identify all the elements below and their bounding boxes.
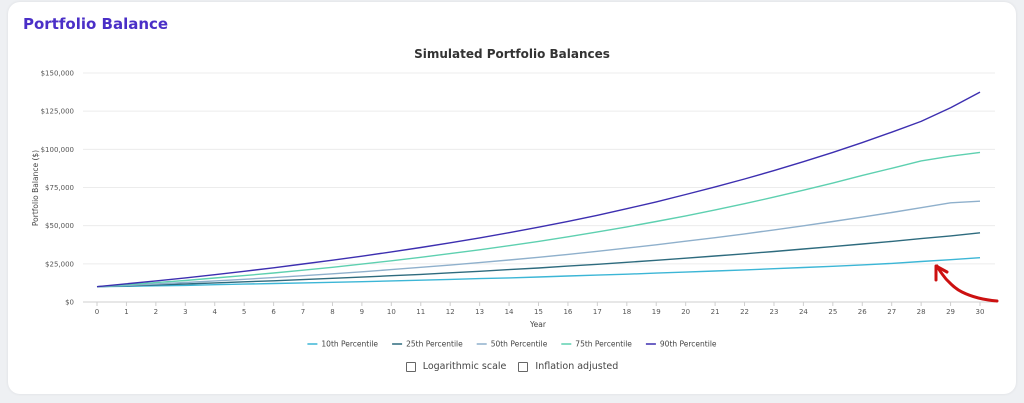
y-tick-label: $50,000 [45, 222, 74, 230]
x-tick-label: 15 [534, 308, 543, 316]
y-tick-label: $0 [65, 299, 74, 307]
chart-legend[interactable]: 10th Percentile 25th Percentile 50th Perce… [307, 340, 717, 349]
x-tick-label: 20 [681, 308, 690, 316]
x-tick-label: 23 [770, 308, 779, 316]
x-tick-label: 8 [330, 308, 334, 316]
legend-item[interactable]: 75th Percentile [561, 340, 632, 349]
x-tick-label: 6 [271, 308, 276, 316]
legend-item[interactable]: 25th Percentile [392, 340, 463, 349]
x-tick-label: 30 [976, 308, 985, 316]
y-tick-label: $75,000 [45, 184, 74, 192]
red-annotation-arrow [935, 264, 999, 303]
legend-item[interactable]: 50th Percentile [476, 340, 548, 349]
legend-label: 75th Percentile [575, 340, 632, 349]
x-tick-label: 26 [858, 308, 867, 316]
x-tick-label: 22 [740, 308, 749, 316]
chart-grid [83, 72, 995, 306]
legend-item[interactable]: 90th Percentile [645, 340, 717, 349]
card-title: Portfolio Balance [23, 15, 169, 33]
x-tick-label: 7 [301, 308, 305, 316]
inflation-adjusted-label: Inflation adjusted [535, 361, 619, 372]
series-lines [96, 91, 981, 288]
checkbox-box[interactable] [518, 361, 529, 372]
legend-label: 50th Percentile [491, 340, 548, 349]
x-tick-label: 12 [446, 308, 455, 316]
x-tick-label: 13 [475, 308, 484, 316]
x-tick-label: 10 [387, 308, 396, 316]
x-axis-ticks: 0 1 2 3 4 5 6 7 8 9 10 11 12 13 14 15 16 17 18 19 20 21 22 23 24… [95, 308, 985, 316]
x-tick-label: 14 [505, 308, 514, 316]
x-tick-label: 5 [242, 308, 246, 316]
legend-label: 90th Percentile [660, 340, 717, 349]
x-tick-label: 25 [828, 308, 837, 316]
x-tick-label: 29 [946, 308, 955, 316]
legend-label: 25th Percentile [406, 340, 463, 349]
x-tick-label: 28 [917, 308, 926, 316]
x-tick-label: 4 [212, 308, 217, 316]
x-tick-label: 1 [124, 308, 128, 316]
y-tick-label: $25,000 [45, 260, 74, 268]
y-tick-label: $150,000 [41, 70, 74, 78]
x-tick-label: 24 [799, 308, 808, 316]
y-tick-label: $125,000 [41, 108, 74, 116]
series-line [96, 151, 981, 288]
logarithmic-scale-checkbox[interactable]: Logarithmic scale [405, 361, 507, 372]
logarithmic-scale-label: Logarithmic scale [422, 361, 507, 372]
x-tick-label: 11 [416, 308, 425, 316]
inflation-adjusted-checkbox[interactable]: Inflation adjusted [518, 361, 618, 372]
series-line [96, 91, 981, 288]
x-tick-label: 3 [183, 308, 187, 316]
x-tick-label: 19 [652, 308, 661, 316]
red-annotation-arrowhead [934, 264, 949, 282]
x-tick-label: 18 [622, 308, 631, 316]
x-tick-label: 9 [360, 308, 364, 316]
checkbox-box[interactable] [405, 361, 416, 372]
chart-options: Logarithmic scale Inflation adjusted [0, 361, 1024, 372]
series-line [96, 257, 981, 288]
y-axis-label: Portfolio Balance ($) [31, 150, 40, 226]
legend-item[interactable]: 10th Percentile [307, 340, 378, 349]
series-line [96, 232, 981, 288]
x-tick-label: 17 [593, 308, 602, 316]
x-tick-label: 2 [154, 308, 158, 316]
series-line [96, 200, 981, 288]
legend-label: 10th Percentile [321, 340, 378, 349]
x-tick-label: 27 [887, 308, 896, 316]
y-tick-label: $100,000 [41, 146, 74, 154]
x-tick-label: 16 [563, 308, 572, 316]
x-tick-label: 0 [95, 308, 99, 316]
portfolio-balance-card [8, 2, 1016, 394]
x-tick-label: 21 [711, 308, 720, 316]
chart-title: Simulated Portfolio Balances [414, 47, 610, 61]
y-axis-ticks: $0 $25,000 $50,000 $75,000 $100,000 $125,000 $… [41, 70, 74, 307]
x-axis-label: Year [529, 320, 547, 329]
